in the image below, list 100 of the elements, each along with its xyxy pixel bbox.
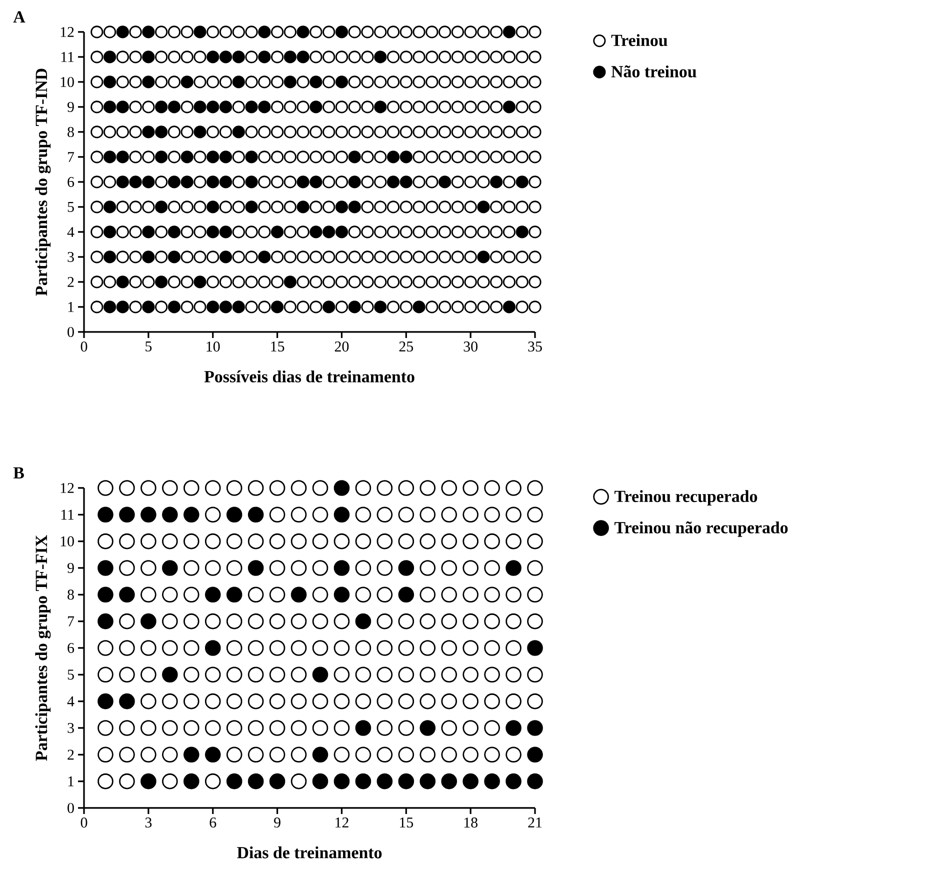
y-tick-label: 7 xyxy=(68,152,74,162)
point xyxy=(420,773,436,790)
y-tick-label: 8 xyxy=(68,126,74,138)
x-axis-title: Possíveis dias de treinamento xyxy=(204,370,414,382)
y-tick-label: 2 xyxy=(68,277,74,287)
point xyxy=(334,773,350,790)
point xyxy=(183,746,200,763)
point xyxy=(248,560,264,576)
x-tick-label: 25 xyxy=(399,342,414,352)
x-tick-label: 15 xyxy=(271,342,284,352)
y-tick-label: 3 xyxy=(68,252,74,262)
x-tick-label: 18 xyxy=(464,818,478,828)
chart-title: A xyxy=(13,11,26,22)
y-tick-label: 1 xyxy=(68,302,74,312)
point xyxy=(140,506,156,523)
point xyxy=(334,506,350,523)
point xyxy=(162,666,178,683)
point xyxy=(204,586,221,603)
y-tick-label: 5 xyxy=(68,670,74,680)
point xyxy=(248,773,264,790)
y-tick-label: 3 xyxy=(68,722,74,733)
point xyxy=(204,746,221,763)
point xyxy=(183,506,200,523)
point xyxy=(398,560,414,576)
legend-label: Treinou não recuperado xyxy=(614,521,788,537)
point xyxy=(204,640,221,656)
point xyxy=(98,586,114,603)
point xyxy=(98,693,114,710)
y-tick-label: 6 xyxy=(68,642,74,653)
point xyxy=(527,720,543,736)
y-tick-label: 7 xyxy=(68,616,74,626)
x-tick-label: 10 xyxy=(206,342,220,352)
y-tick-label: 8 xyxy=(68,590,74,600)
point xyxy=(506,560,522,576)
y-tick-label: 11 xyxy=(61,52,74,62)
x-tick-label: 6 xyxy=(210,818,216,828)
point xyxy=(226,506,242,523)
y-tick-label: 4 xyxy=(67,696,74,706)
point xyxy=(484,773,500,790)
y-tick-label: 9 xyxy=(68,102,74,112)
point xyxy=(119,506,135,523)
point xyxy=(98,613,114,630)
point xyxy=(462,773,478,790)
x-tick-label: 5 xyxy=(146,342,152,352)
y-tick-label: 11 xyxy=(61,510,74,520)
x-tick-label: 12 xyxy=(336,818,348,828)
x-tick-label: 21 xyxy=(528,818,542,828)
point xyxy=(98,560,114,576)
legend-label: Treinou recuperado xyxy=(614,490,758,506)
y-tick-label: 2 xyxy=(68,750,74,760)
point xyxy=(398,773,414,790)
point xyxy=(527,773,543,790)
point xyxy=(334,586,350,603)
y-axis-title: Participantes do grupo TF-FIX xyxy=(35,535,51,761)
point xyxy=(441,773,458,790)
point xyxy=(312,666,328,683)
x-tick-label: 9 xyxy=(274,818,280,828)
y-tick-label: 10 xyxy=(60,536,74,546)
x-tick-label: 30 xyxy=(464,342,478,352)
point xyxy=(98,506,114,523)
point xyxy=(226,586,242,603)
point xyxy=(248,506,264,523)
y-tick-label: 0 xyxy=(68,802,74,814)
point xyxy=(312,746,328,763)
point xyxy=(269,773,286,790)
point xyxy=(527,746,543,763)
y-tick-label: 5 xyxy=(68,202,74,212)
x-tick-label: 20 xyxy=(334,342,349,352)
point xyxy=(355,720,372,736)
chart-title: B xyxy=(13,467,24,478)
x-tick-label: 35 xyxy=(528,342,542,352)
y-tick-label: 0 xyxy=(68,326,74,338)
point xyxy=(226,773,242,790)
point xyxy=(334,560,350,576)
point xyxy=(162,506,178,523)
y-tick-label: 6 xyxy=(68,176,74,187)
point xyxy=(527,640,543,656)
point xyxy=(376,773,393,790)
point xyxy=(183,773,200,790)
y-tick-label: 4 xyxy=(67,227,74,237)
y-axis-title: Participantes do grupo TF-IND xyxy=(35,68,51,296)
y-tick-label: 9 xyxy=(68,562,74,573)
point xyxy=(420,720,436,736)
y-tick-label: 12 xyxy=(60,483,74,493)
legend-label: Não treinou xyxy=(611,65,696,78)
point xyxy=(355,773,372,790)
point xyxy=(312,773,328,790)
x-tick-label: 15 xyxy=(400,818,414,828)
point xyxy=(398,586,414,603)
point xyxy=(506,773,522,790)
y-tick-label: 1 xyxy=(68,776,74,786)
point xyxy=(334,480,350,496)
x-axis-title: Dias de treinamento xyxy=(237,846,382,858)
point xyxy=(140,613,156,630)
x-tick-label: 0 xyxy=(80,818,88,828)
point xyxy=(119,693,135,710)
x-tick-label: 0 xyxy=(80,342,88,352)
point xyxy=(355,613,372,630)
point xyxy=(290,586,307,603)
y-tick-label: 10 xyxy=(60,76,74,88)
